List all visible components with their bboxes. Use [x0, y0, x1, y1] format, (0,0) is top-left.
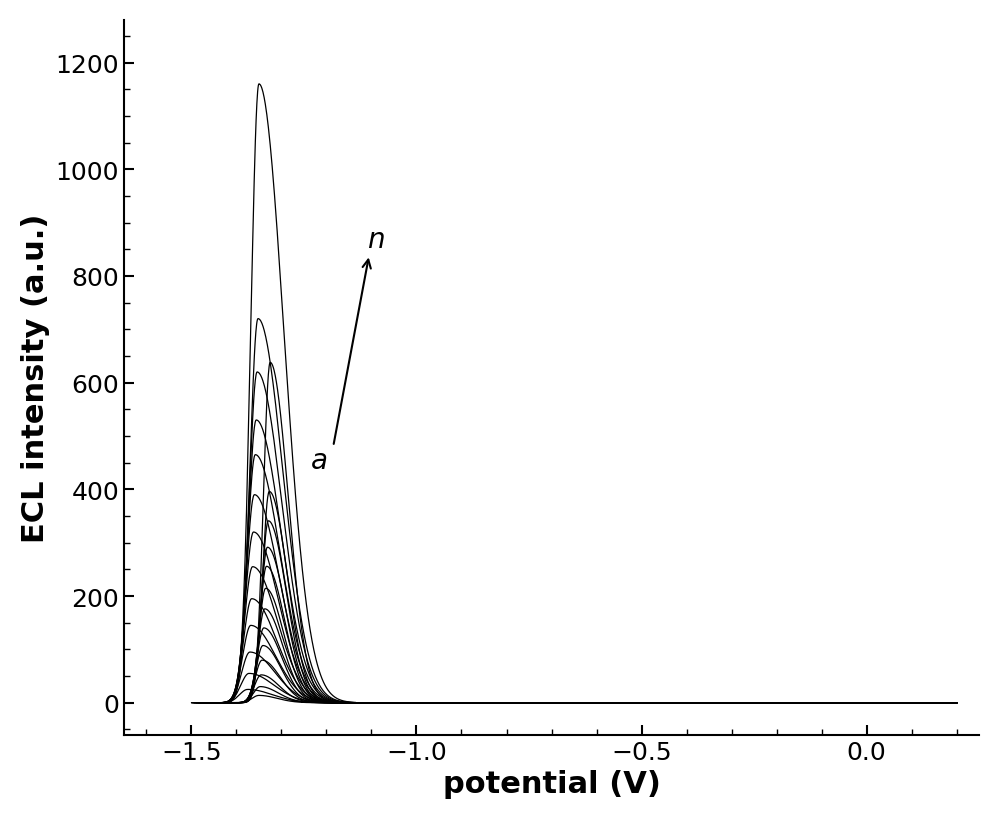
Text: n: n	[367, 225, 385, 253]
Text: a: a	[311, 446, 328, 474]
Y-axis label: ECL intensity (a.u.): ECL intensity (a.u.)	[21, 213, 50, 542]
X-axis label: potential (V): potential (V)	[443, 769, 660, 799]
